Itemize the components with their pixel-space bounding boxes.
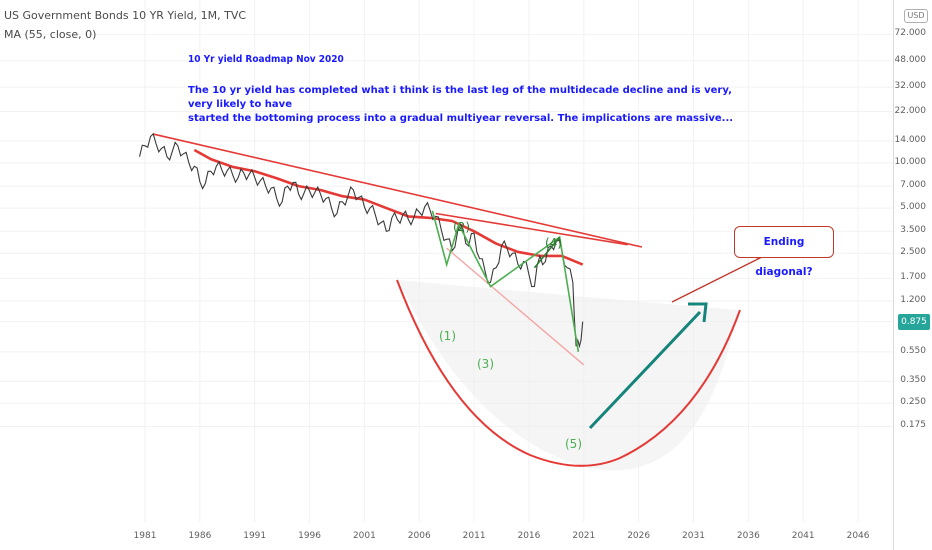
wave-label-4: (4) [545,236,562,250]
wave-4-leg [533,236,561,269]
callout-ending-diagonal[interactable]: Ending diagonal? [734,226,834,278]
projection-arrow-head [688,302,708,323]
y-tick-label: 0.250 [900,397,926,408]
y-tick-label: 5.000 [900,202,926,213]
y-tick-label: 10.000 [894,156,927,167]
symbol-title[interactable]: US Government Bonds 10 YR Yield, 1M, TVC [4,9,247,22]
x-tick-label: 2011 [462,531,486,541]
x-tick-label: 2046 [846,531,870,541]
cup-shading [398,280,738,471]
trendline-upper [152,133,643,248]
x-tick-label: 2021 [572,531,596,541]
trendline-diagonal [435,212,628,246]
ma-line [193,148,584,266]
x-tick-label: 1991 [243,531,267,541]
y-tick-label: 1.200 [900,295,926,306]
y-tick-label: 0.350 [900,375,926,386]
x-tick-label: 2036 [736,531,760,541]
y-tick-label: 3.500 [900,225,926,236]
price-axis[interactable]: USD 72.000 48.000 32.000 22.000 14.000 10.000… [893,0,932,550]
currency-badge[interactable]: USD [904,9,928,23]
y-tick-label: 2.500 [900,247,926,258]
x-tick-label: 2041 [791,531,815,541]
indicator-label[interactable]: MA (55, close, 0) [4,28,97,41]
x-tick-label: 2001 [352,531,376,541]
y-tick-label: 0.175 [900,420,926,431]
cup-curve [396,279,741,467]
x-tick-label: 1981 [133,531,157,541]
projection-arrow [588,310,702,430]
callout-pointer [671,255,763,303]
x-tick-label: 2031 [682,531,705,541]
trendline-lower [446,247,585,366]
x-tick-label: 2026 [627,531,651,541]
annotation-line-1: The 10 yr yield has completed what i thi… [188,85,732,110]
y-tick-label: 7.000 [900,180,926,191]
y-tick-label: 1.700 [900,272,926,283]
last-price-tag: 0.875 [898,313,930,330]
y-tick-label: 22.000 [894,105,927,116]
y-tick-label: 14.000 [894,135,927,145]
y-tick-label: 32.000 [894,81,927,92]
y-tick-label: 0.550 [900,345,926,356]
yield-line [138,132,584,349]
wave-label-2: (2) [453,220,470,234]
wave-label-3: (3) [477,357,494,371]
y-tick-label: 72.000 [894,28,927,39]
y-tick-label: 48.000 [894,54,927,65]
chart-legend: US Government Bonds 10 YR Yield, 1M, TVC… [4,6,246,44]
wave-label-5: (5) [565,437,582,451]
annotation-title: 10 Yr yield Roadmap Nov 2020 [188,54,344,65]
annotation-line-2: started the bottoming process into a gra… [188,113,734,124]
x-tick-label: 1986 [188,531,212,541]
wave-path [431,210,580,352]
x-tick-label: 2006 [407,531,431,541]
annotation-body: The 10 yr yield has completed what i thi… [188,84,748,126]
x-tick-label: 1996 [298,531,321,541]
x-tick-label: 2016 [517,531,541,541]
wave-label-1: (1) [439,329,456,343]
